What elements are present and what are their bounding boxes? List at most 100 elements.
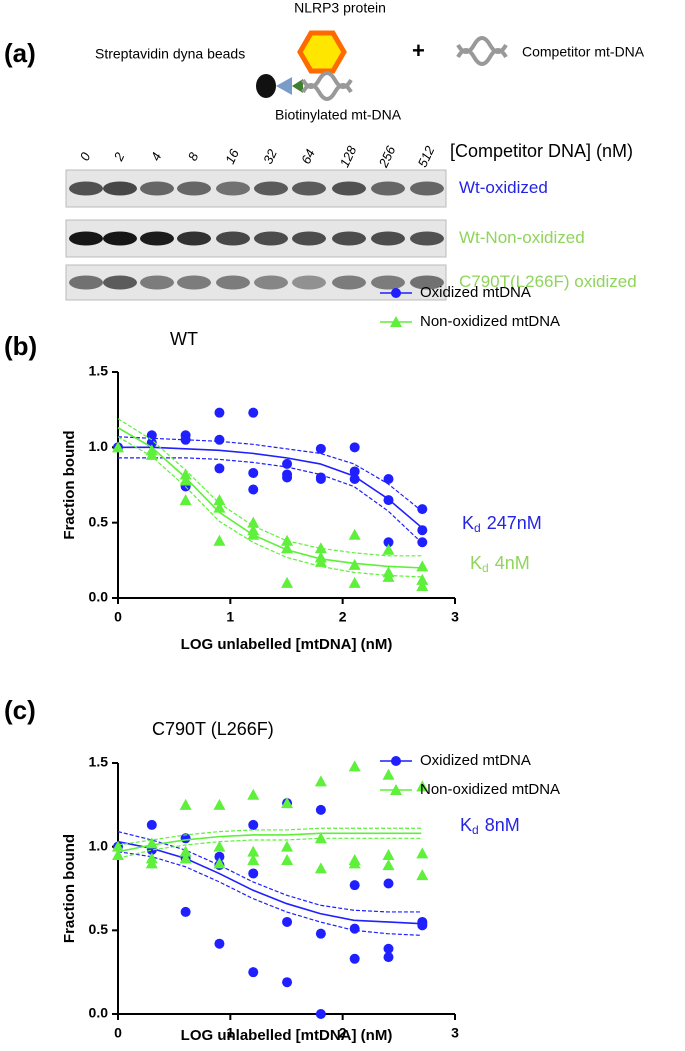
point xyxy=(348,558,361,570)
point xyxy=(349,923,360,934)
gel-band xyxy=(332,275,366,290)
point xyxy=(349,442,360,453)
y-tick-label: 1.0 xyxy=(89,837,109,853)
protein-icon xyxy=(297,30,347,74)
y-tick-label: 0.0 xyxy=(89,1005,109,1021)
point xyxy=(382,570,395,582)
point xyxy=(213,798,226,810)
kd-part: d xyxy=(482,561,489,575)
beads-label: Streptavidin dyna beads xyxy=(95,46,245,62)
point xyxy=(247,854,260,866)
gel-band xyxy=(103,181,137,196)
panel-label: (a) xyxy=(4,38,36,68)
legend-label: Oxidized mtDNA xyxy=(420,284,531,301)
fit-curve xyxy=(118,446,422,528)
y-axis-label: Fraction bound xyxy=(61,834,78,943)
kd-annotation: Kd 8nM xyxy=(460,815,520,837)
point xyxy=(145,837,158,849)
point xyxy=(315,1009,326,1019)
x-axis-label: LOG unlabelled [mtDNA] (nM) xyxy=(181,636,393,653)
gel-band xyxy=(177,181,211,196)
lane-label: 32 xyxy=(260,146,280,166)
y-tick-label: 0.0 xyxy=(89,589,109,605)
bead-icon xyxy=(256,74,276,98)
x-tick-label: 3 xyxy=(451,609,459,625)
x-tick-label: 2 xyxy=(339,1025,347,1041)
biotinylated-label: Biotinylated mt-DNA xyxy=(275,107,402,123)
point xyxy=(416,780,429,792)
kd-part: 8nM xyxy=(485,815,520,835)
point xyxy=(214,434,225,445)
point xyxy=(112,849,124,861)
point xyxy=(248,484,259,495)
point xyxy=(383,943,394,954)
point xyxy=(416,579,429,591)
kd-annotation: Kd 4nM xyxy=(470,553,530,575)
point xyxy=(382,849,395,861)
lane-label: 8 xyxy=(185,149,202,163)
point xyxy=(213,501,226,513)
point xyxy=(382,543,395,555)
point xyxy=(213,494,226,506)
kd-part: K xyxy=(462,513,474,533)
point xyxy=(348,528,361,540)
confidence-band xyxy=(117,831,422,913)
point xyxy=(281,854,294,866)
point xyxy=(247,845,260,857)
point xyxy=(282,458,293,469)
confidence-band xyxy=(117,837,422,859)
confidence-band xyxy=(117,436,422,512)
protein-label: NLRP3 protein xyxy=(294,0,386,16)
point xyxy=(179,468,192,480)
point xyxy=(383,473,394,484)
x-tick-label: 2 xyxy=(339,609,347,625)
kd-part: K xyxy=(460,815,472,835)
x-tick-label: 3 xyxy=(451,1025,459,1041)
kd-part: 247nM xyxy=(487,513,542,533)
row-label: Wt-Non-oxidized xyxy=(459,228,585,247)
point xyxy=(417,920,428,931)
point xyxy=(179,474,192,486)
kd-part: K xyxy=(470,553,482,573)
kd-part: d xyxy=(474,521,481,535)
point xyxy=(179,845,192,857)
point xyxy=(281,576,294,588)
y-tick-label: 0.5 xyxy=(89,921,109,937)
point xyxy=(282,916,293,927)
point xyxy=(248,407,259,418)
lane-label: 2 xyxy=(110,149,127,163)
point xyxy=(382,768,395,780)
point xyxy=(349,953,360,964)
point xyxy=(416,869,429,881)
gel-band xyxy=(292,275,326,290)
point xyxy=(179,852,192,864)
point xyxy=(315,928,326,939)
gel xyxy=(65,169,447,301)
point xyxy=(248,967,259,978)
point xyxy=(248,467,259,478)
streptavidin-icon xyxy=(276,77,292,95)
kd-part: d xyxy=(472,823,479,837)
legend-label: Non-oxidized mtDNA xyxy=(420,781,560,798)
gel-band xyxy=(410,231,444,246)
legend-marker xyxy=(391,756,401,766)
lane-label: 16 xyxy=(222,146,242,166)
gel-band xyxy=(216,181,250,196)
gel-band xyxy=(103,231,137,246)
point xyxy=(382,859,395,871)
panel-label: (b) xyxy=(4,331,37,361)
x-tick-label: 0 xyxy=(114,1025,122,1041)
point xyxy=(214,851,225,862)
gel-band xyxy=(254,231,288,246)
point xyxy=(417,525,428,536)
point xyxy=(214,463,225,474)
gel-band xyxy=(140,275,174,290)
kd-part: 4nM xyxy=(495,553,530,573)
confidence-band xyxy=(118,457,422,543)
competitor-label: Competitor mt-DNA xyxy=(522,44,645,60)
panel-label: (c) xyxy=(4,695,36,725)
confidence-band xyxy=(117,418,422,557)
point xyxy=(213,857,226,869)
lanes-title: [Competitor DNA] (nM) xyxy=(450,141,633,161)
